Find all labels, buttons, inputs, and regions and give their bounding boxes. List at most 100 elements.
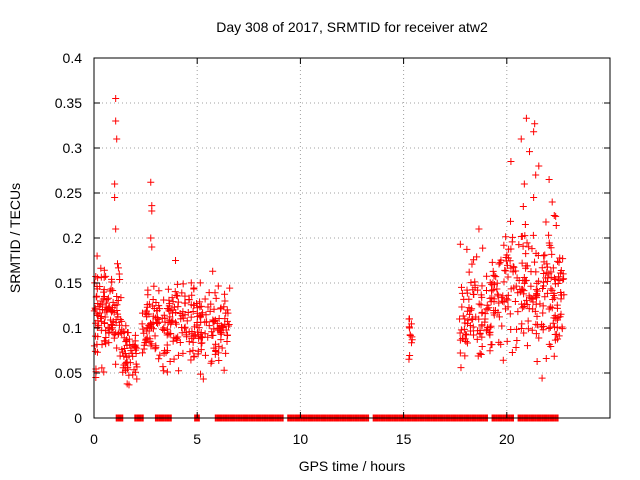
data-point [535, 162, 543, 170]
data-point [154, 315, 162, 323]
data-point [457, 326, 465, 334]
data-point [102, 272, 110, 280]
data-point [124, 329, 132, 337]
data-point [123, 359, 131, 367]
data-point [507, 158, 515, 165]
data-point [548, 304, 556, 312]
data-point [181, 292, 189, 300]
data-point [489, 279, 497, 287]
data-point [223, 306, 231, 314]
data-point [147, 321, 155, 329]
data-point [532, 330, 540, 338]
data-point [196, 312, 204, 320]
data-point [553, 301, 561, 309]
data-point [139, 325, 147, 333]
data-point [218, 344, 226, 352]
data-point [102, 333, 110, 341]
data-point [112, 225, 120, 233]
data-point [96, 283, 104, 291]
data-point [550, 289, 558, 297]
data-point [546, 323, 554, 331]
data-point [113, 344, 121, 352]
data-point [133, 363, 141, 371]
data-point [105, 328, 113, 336]
data-point [511, 298, 519, 306]
data-point [540, 322, 548, 330]
data-point [191, 323, 199, 331]
data-point [520, 274, 528, 282]
data-point [518, 320, 526, 328]
data-point [109, 324, 117, 332]
data-point [116, 315, 124, 323]
data-point [185, 296, 193, 304]
data-point [193, 309, 201, 317]
data-point [181, 299, 189, 307]
data-points [90, 95, 568, 389]
data-point [531, 258, 539, 266]
data-point [149, 325, 157, 333]
data-point [163, 341, 171, 349]
data-point [208, 332, 216, 340]
data-point [170, 355, 178, 363]
data-point [91, 347, 99, 355]
data-point [486, 328, 494, 336]
data-point [532, 268, 540, 276]
data-point [507, 217, 515, 225]
data-point [502, 267, 510, 275]
data-point [522, 250, 530, 258]
data-point [209, 267, 217, 275]
data-point [529, 298, 537, 306]
data-point [522, 114, 530, 122]
data-point [554, 316, 562, 324]
data-point [515, 241, 523, 249]
data-point [533, 292, 541, 300]
data-point [92, 374, 100, 382]
data-point [141, 339, 149, 347]
data-point [164, 285, 172, 293]
data-point [519, 203, 527, 210]
data-point [478, 343, 486, 351]
data-point [173, 291, 181, 299]
data-point [408, 336, 416, 344]
data-point [478, 333, 486, 341]
data-point [506, 310, 514, 318]
data-point [143, 327, 151, 335]
data-point [539, 309, 547, 317]
data-point [194, 347, 202, 355]
data-point [167, 330, 175, 338]
data-point [149, 295, 157, 303]
data-point [161, 314, 169, 322]
data-point [524, 317, 532, 325]
data-point [217, 329, 225, 337]
data-point [530, 194, 538, 201]
data-point [523, 296, 531, 304]
data-point [492, 273, 500, 281]
data-point [456, 349, 464, 357]
data-point [498, 294, 506, 302]
data-point [465, 268, 473, 276]
data-point [179, 349, 187, 357]
data-point [211, 289, 219, 297]
data-point [502, 305, 510, 313]
y-tick-label: 0.3 [63, 140, 83, 156]
data-point [195, 324, 203, 332]
data-point [492, 307, 500, 315]
data-point [176, 339, 184, 347]
data-point [545, 325, 553, 333]
data-point [474, 286, 482, 294]
data-point [147, 234, 155, 242]
data-point [539, 282, 547, 290]
data-point [474, 352, 482, 360]
data-point [169, 337, 177, 345]
data-point [218, 323, 226, 331]
data-point [532, 249, 540, 257]
data-point [463, 307, 471, 315]
data-point [222, 349, 230, 357]
data-point [540, 252, 548, 260]
data-point [520, 287, 528, 295]
data-point [555, 273, 563, 281]
data-point [209, 316, 217, 324]
data-point [111, 180, 119, 188]
data-point [172, 320, 180, 328]
